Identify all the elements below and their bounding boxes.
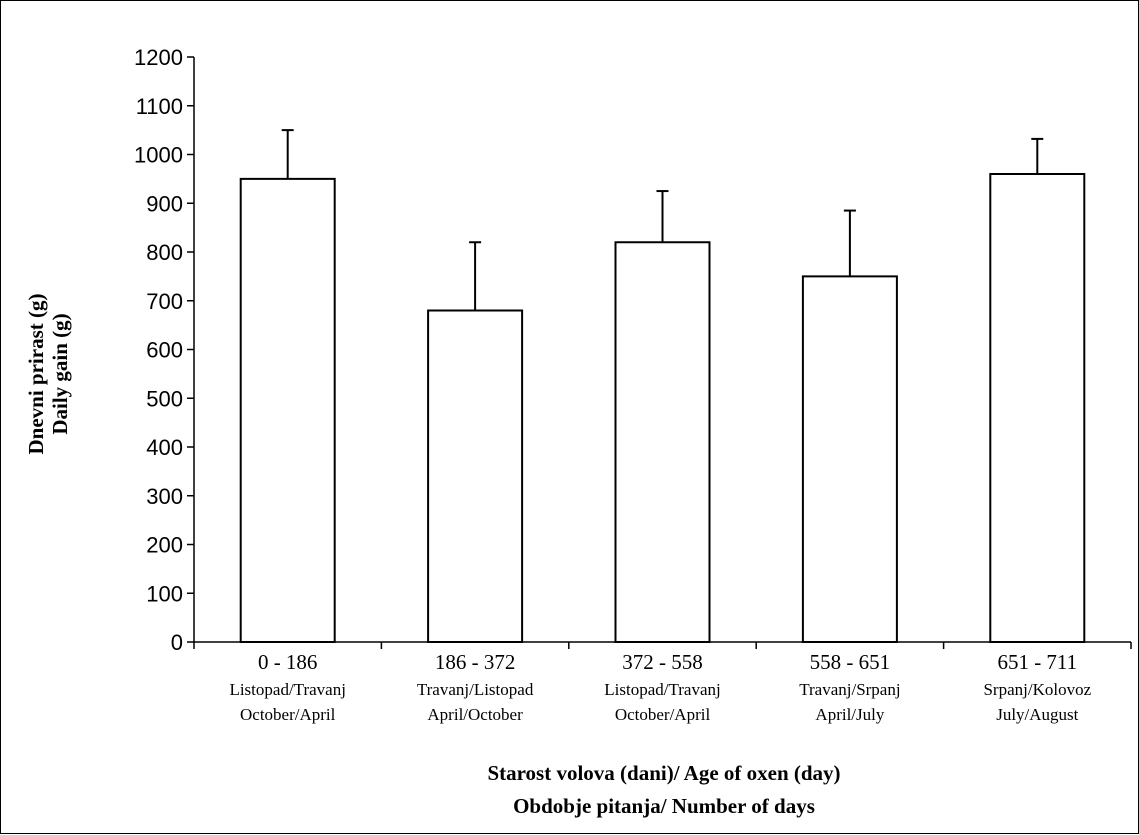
y-tick-label: 100	[146, 581, 183, 606]
category-range-label: 0 - 186	[258, 650, 318, 674]
category-croatian-label: Listopad/Travanj	[604, 680, 720, 699]
category-english-label: October/April	[240, 705, 336, 724]
category-english-label: July/August	[996, 705, 1078, 724]
y-tick-label: 600	[146, 338, 183, 363]
category-english-label: October/April	[615, 705, 711, 724]
x-axis-title-line-1: Starost volova (dani)/ Age of oxen (day)	[487, 761, 840, 785]
y-tick-label: 1200	[134, 45, 183, 70]
y-tick-label: 200	[146, 533, 183, 558]
y-tick-label: 300	[146, 484, 183, 509]
error-bars	[281, 129, 1044, 311]
category-range-label: 372 - 558	[622, 650, 703, 674]
bar	[239, 177, 336, 643]
category-range-label: 651 - 711	[997, 650, 1077, 674]
y-tick-label: 400	[146, 435, 183, 460]
category-croatian-label: Srpanj/Kolovoz	[983, 680, 1091, 699]
category-english-label: April/July	[815, 705, 884, 724]
y-tick-label: 500	[146, 386, 183, 411]
bars	[239, 173, 1086, 643]
bar	[614, 241, 711, 643]
bar	[801, 275, 898, 643]
category-range-label: 186 - 372	[435, 650, 516, 674]
y-tick-label: 1000	[134, 143, 183, 168]
y-axis: 0 100 200 300 400 500 600 700 800 900 1000 1100 1200	[134, 45, 195, 655]
y-axis-title-line-1: Dnevni prirast (g)	[24, 294, 48, 455]
bar	[427, 309, 524, 643]
category-croatian-label: Travanj/Listopad	[417, 680, 534, 699]
y-tick-label: 0	[171, 630, 183, 655]
x-axis-title-line-2: Obdobje pitanja/ Number of days	[513, 794, 815, 818]
y-axis-title-line-2: Daily gain (g)	[48, 313, 72, 434]
y-tick-label: 700	[146, 289, 183, 314]
y-tick-label: 800	[146, 240, 183, 265]
x-axis	[193, 641, 1132, 649]
y-tick-label: 900	[146, 191, 183, 216]
category-croatian-label: Travanj/Srpanj	[799, 680, 900, 699]
category-croatian-label: Listopad/Travanj	[229, 680, 345, 699]
category-labels: 0 - 186 Listopad/Travanj October/April 186 …	[229, 650, 1091, 724]
category-range-label: 558 - 651	[810, 650, 891, 674]
category-english-label: April/October	[427, 705, 523, 724]
bar	[989, 173, 1086, 643]
y-tick-label: 1100	[136, 94, 183, 119]
